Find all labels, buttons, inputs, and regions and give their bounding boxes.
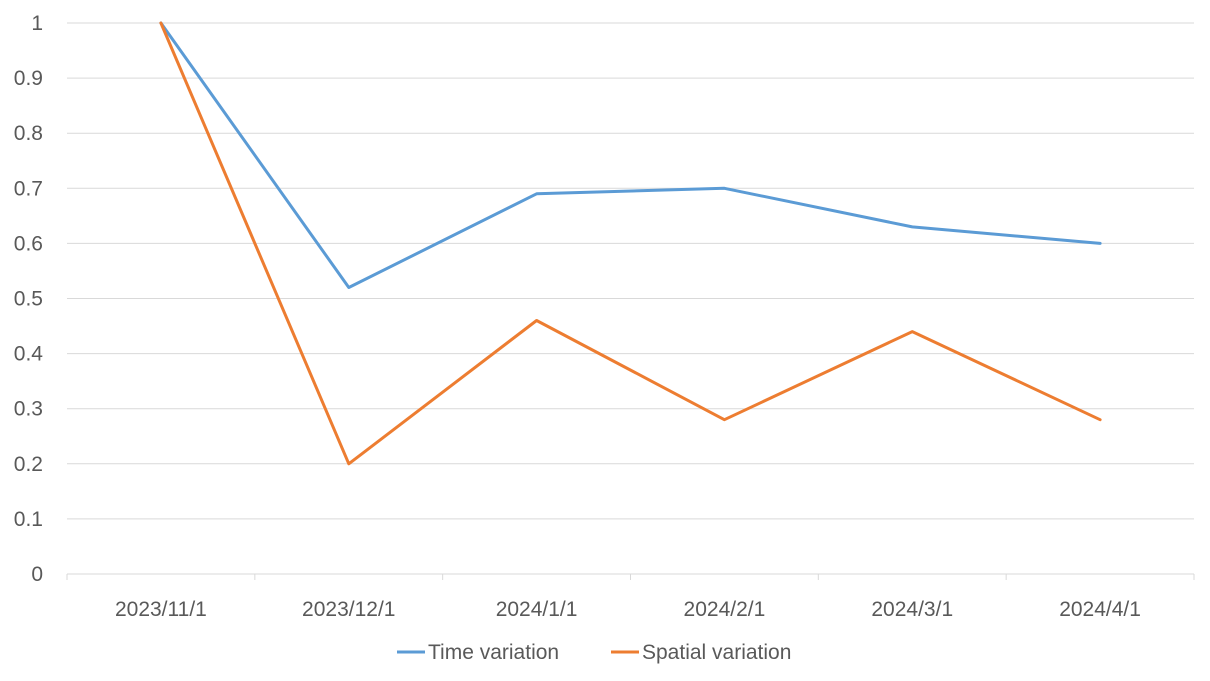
y-tick-label: 0.8: [14, 122, 43, 145]
x-tick-label: 2024/2/1: [684, 598, 766, 621]
y-tick-label: 0.7: [14, 177, 43, 200]
y-tick-label: 0.4: [14, 343, 44, 366]
x-axis-tick-labels: 2023/11/1 2023/12/1 2024/1/1 2024/2/1 2024/3…: [115, 598, 1141, 621]
gridlines: [67, 22, 1194, 520]
legend-label: Time variation: [428, 641, 559, 664]
series-line-spatial-variation: [159, 21, 1102, 466]
legend-label: Spatial variation: [642, 641, 791, 664]
x-tick-label: 2023/11/1: [115, 598, 207, 621]
y-tick-label: 0.9: [14, 67, 43, 90]
x-tick-label: 2023/12/1: [302, 598, 395, 621]
y-tick-label: 0.3: [14, 398, 43, 421]
y-tick-label: 0.5: [14, 288, 43, 311]
y-tick-label: 0.2: [14, 453, 43, 476]
y-tick-label: 0.6: [14, 232, 43, 255]
series-lines: [159, 21, 1102, 466]
x-axis: [66, 573, 1195, 580]
y-tick-label: 0: [31, 563, 43, 586]
x-tick-label: 2024/4/1: [1059, 598, 1141, 621]
y-tick-label: 0.1: [14, 508, 43, 531]
y-axis-tick-labels: 0 0.1 0.2 0.3 0.4 0.5 0.6 0.7 0.8 0.9 1: [14, 12, 44, 586]
x-tick-label: 2024/3/1: [871, 598, 953, 621]
y-tick-label: 1: [31, 12, 43, 35]
series-line-time-variation: [159, 21, 1102, 289]
x-tick-label: 2024/1/1: [496, 598, 578, 621]
legend-item: Spatial variation: [611, 641, 791, 664]
legend: Time variation Spatial variation: [397, 641, 791, 664]
legend-item: Time variation: [397, 641, 559, 664]
